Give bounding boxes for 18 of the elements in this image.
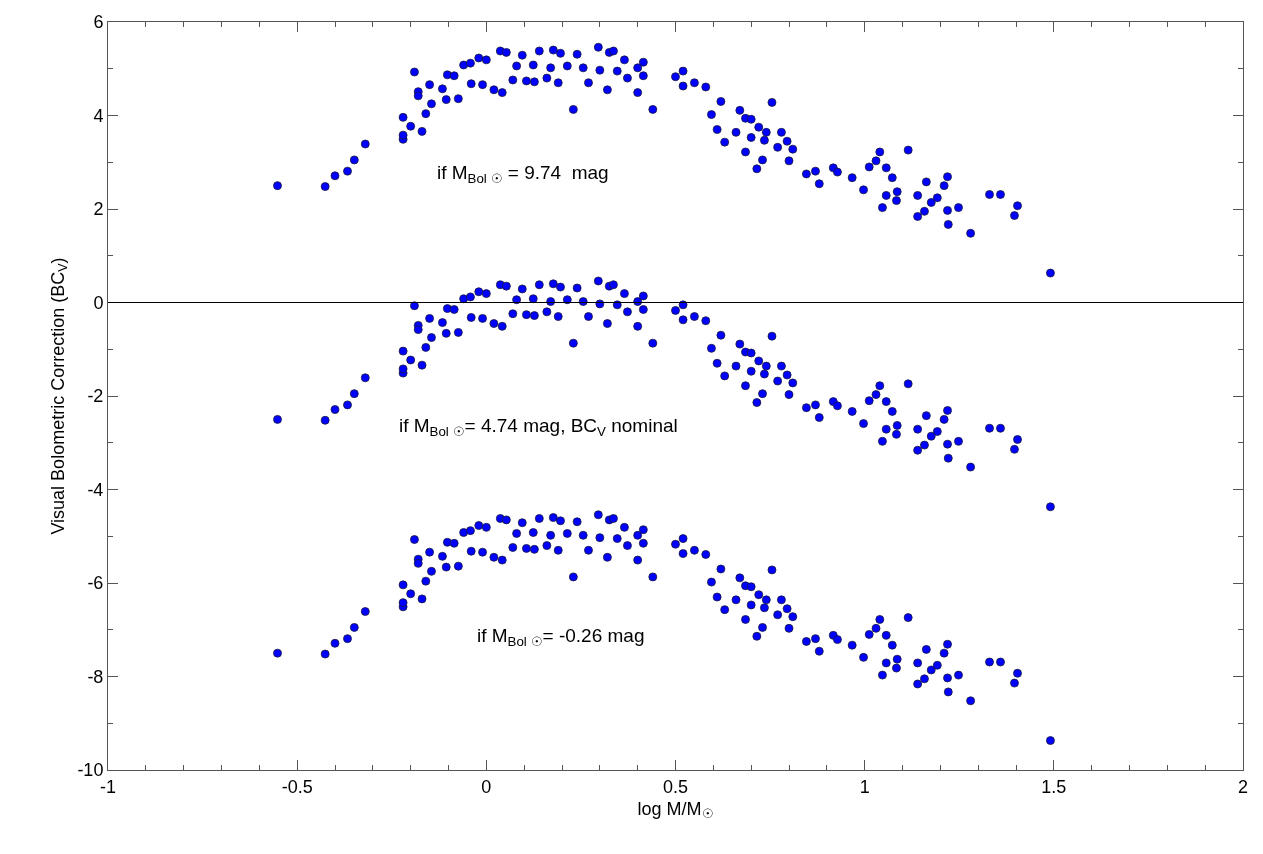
y-tick-label: -4	[87, 479, 104, 500]
annotation: if M$_{Bol ☉}$= -0.26 mag	[477, 625, 645, 649]
x-axis-title: log M/M$_{☉}$	[637, 798, 714, 822]
annotation: if M$_{Bol ☉}$= 4.74 mag, BC$_{V}$ nominal	[399, 415, 678, 439]
x-tick-label: 1	[859, 776, 870, 797]
x-tick-label: 0	[481, 776, 492, 797]
y-tick-label: 2	[93, 199, 104, 220]
x-tick-label: -0.5	[281, 776, 313, 797]
y-tick-label: 0	[93, 292, 104, 313]
x-tick-label: 0.5	[662, 776, 689, 797]
x-tick-label: 2	[1237, 776, 1249, 797]
annotation: if M$_{Bol ☉}$ = 9.74 mag	[437, 162, 609, 186]
y-tick-label: -2	[87, 386, 104, 407]
y-tick-label: -8	[87, 666, 104, 687]
y-tick-label: 6	[93, 12, 104, 33]
y-tick-label: -6	[87, 573, 104, 594]
x-tick-label: 1.5	[1041, 776, 1067, 797]
y-tick-label: 4	[93, 105, 104, 126]
